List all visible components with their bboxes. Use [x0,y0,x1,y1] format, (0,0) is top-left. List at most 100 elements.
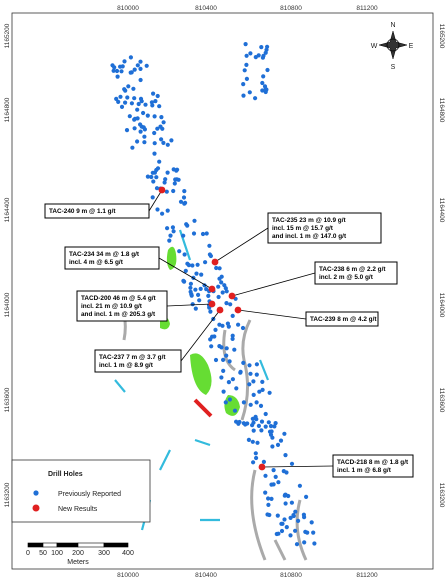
drill-hole [246,437,251,442]
drill-hole [138,122,143,127]
drill-hole [135,107,140,112]
drill-hole [136,101,141,107]
scale-seg [27,542,44,548]
drill-hole [288,533,293,538]
drill-hole [219,280,224,285]
drill-hole [258,403,264,408]
drill-hole [149,174,154,180]
compass-n: N [390,22,395,29]
leader [231,272,316,297]
scale-tick: 0 [26,550,30,557]
drill-hole [234,419,239,424]
drill-hole [260,88,265,93]
drill-hole [237,419,242,425]
drill-hole [224,289,229,294]
callout-text: incl. 1 m @ 6.8 g/t [337,467,392,474]
callout-text: TACD-200 46 m @ 5.4 g/t [81,295,157,302]
drill-hole [265,512,270,517]
drill-hole [224,346,229,351]
drill-hole [293,528,298,533]
drill-hole [294,542,300,547]
drill-hole [145,174,150,179]
drill-hole [228,302,233,307]
drill-hole [119,69,124,74]
drill-hole [271,482,276,487]
drill-hole [288,515,293,521]
drill-hole [293,509,298,514]
drill-hole [230,333,235,338]
drill-hole [172,181,177,186]
drill-hole [216,294,221,300]
drill-hole [244,76,249,81]
new-result [208,285,216,293]
drill-hole [165,208,170,213]
drill-hole [302,515,307,520]
drill-hole [143,102,148,107]
drill-hole [271,468,276,473]
drill-hole [204,231,209,236]
drill-hole [244,62,249,67]
drill-hole [193,287,198,292]
drill-hole [165,226,170,231]
drill-hole [248,402,253,407]
leader [166,303,213,307]
drill-hole [222,283,227,288]
drill-hole [141,110,146,116]
x-coord: 810400 [195,572,217,579]
x-coord: 810800 [280,572,302,579]
drill-hole [170,225,175,230]
drill-hole [284,525,289,530]
drill-hole [173,177,178,182]
drill-hole [130,145,135,150]
drill-hole [289,461,295,466]
drill-hole [128,55,133,60]
drill-hole [138,96,144,101]
callout-box [76,290,168,322]
drill-hole [212,334,217,339]
drill-hole [213,357,219,363]
drill-hole [157,159,162,164]
drill-hole [138,59,143,64]
new-result [158,186,166,194]
x-coord: 810000 [117,5,139,12]
drill-hole [311,530,316,535]
callout-text: incl. 2 m @ 5.0 g/t [319,274,374,281]
drill-hole [266,496,271,501]
drill-hole [254,362,259,367]
drill-hole [230,377,235,382]
legend: Drill Holes Previously Reported New Resu… [11,459,151,523]
drill-hole [165,170,170,175]
drill-hole [217,322,222,327]
drill-hole [247,382,252,387]
leader [261,465,334,468]
drill-hole [171,229,176,234]
drill-hole [220,290,225,295]
drill-hole [269,496,274,501]
scale-tick: 300 [98,550,110,557]
drill-hole [198,286,203,291]
drill-hole [259,45,264,50]
drill-hole [234,386,239,391]
drill-hole [221,357,226,362]
drill-hole [208,337,213,342]
drill-hole [275,513,280,518]
callouts: TAC-240 9 m @ 1.1 g/t TAC-235 23 m @ 10.9… [44,186,414,478]
drill-hole [188,285,193,290]
drill-hole [150,103,155,108]
drill-hole [241,400,246,405]
callout-text: TAC-235 23 m @ 10.9 g/t [272,217,346,224]
drill-hole [152,130,157,136]
y-coord: 1163600 [438,388,445,413]
callout-box [305,311,379,327]
new-result [258,463,266,471]
drill-hole [254,400,259,405]
drill-hole [217,344,222,349]
scale-bar: 0 50 100 200 300 400 Meters [26,542,134,566]
drill-hole [200,231,206,237]
drill-hole [302,540,307,545]
y-coord: 1164400 [4,197,11,222]
drill-hole [123,100,128,105]
drill-hole [163,177,168,182]
drill-hole [191,231,197,236]
drill-hole [224,353,229,358]
